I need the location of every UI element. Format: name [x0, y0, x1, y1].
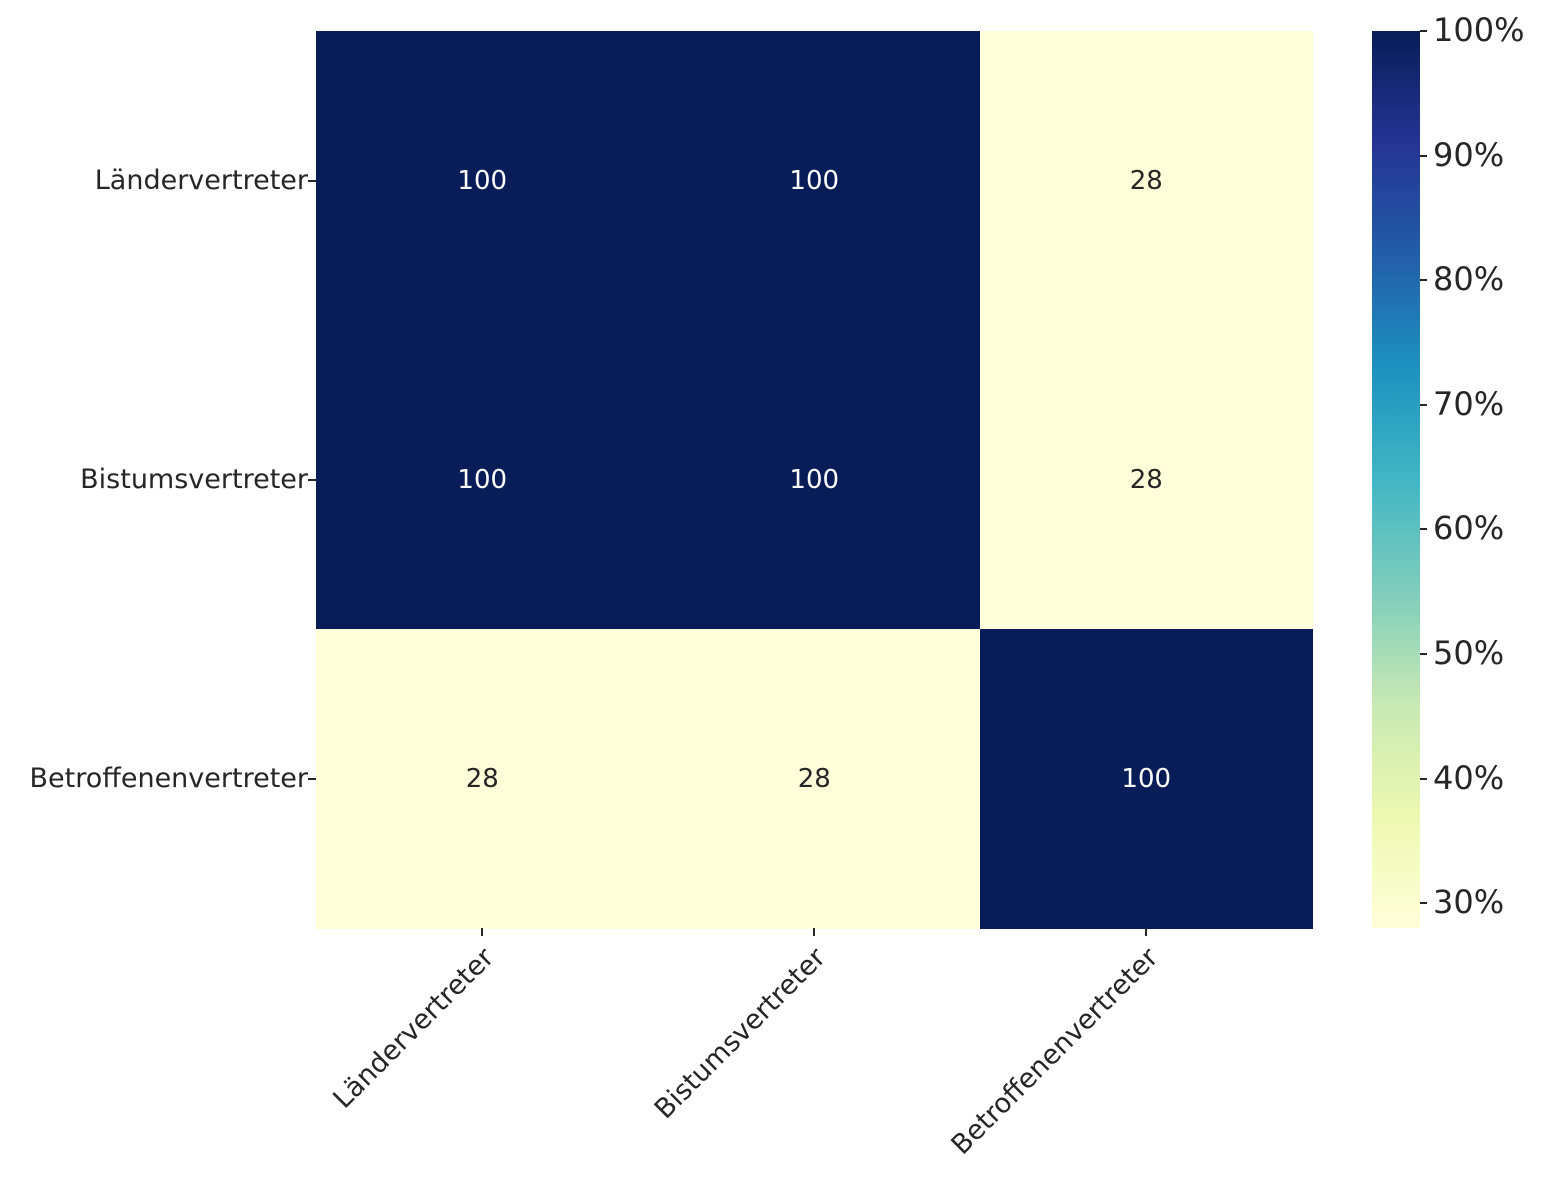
heatmap-cell: 100 [648, 31, 981, 331]
heatmap-cell: 100 [980, 629, 1313, 929]
x-tick-label: Ländervertreter [327, 942, 500, 1115]
y-axis-tick [308, 777, 316, 780]
y-tick-label: Ländervertreter [94, 164, 308, 196]
x-tick-label: Bistumsvertreter [648, 942, 832, 1126]
colorbar-tick-label: 30% [1433, 883, 1505, 922]
cell-value: 100 [457, 165, 508, 196]
cell-value: 100 [789, 165, 840, 196]
colorbar-tick-label: 100% [1433, 11, 1525, 50]
cell-value: 28 [797, 763, 831, 794]
heatmap-cell: 28 [648, 629, 981, 929]
y-tick-label: Bistumsvertreter [80, 463, 308, 495]
colorbar-tick [1420, 777, 1427, 780]
colorbar-tick [1420, 30, 1427, 32]
colorbar-tick-label: 50% [1433, 634, 1505, 673]
heatmap-cell: 100 [316, 31, 649, 331]
colorbar-tick [1420, 403, 1427, 406]
heatmap-cell: 28 [316, 629, 649, 929]
cell-value: 28 [1129, 464, 1163, 495]
cell-value: 28 [465, 763, 499, 794]
x-tick-label: Betroffenenvertreter [945, 942, 1164, 1161]
x-axis-tick [813, 928, 815, 936]
cell-value: 100 [789, 464, 840, 495]
colorbar-tick [1420, 279, 1427, 282]
colorbar-tick [1420, 902, 1427, 905]
colorbar-tick-label: 70% [1433, 384, 1505, 423]
cell-value: 28 [1129, 165, 1163, 196]
heatmap-cell: 100 [316, 330, 649, 630]
cell-value: 100 [457, 464, 508, 495]
cell-value: 100 [1121, 763, 1172, 794]
y-axis-tick [308, 478, 316, 481]
colorbar-tick-label: 80% [1433, 260, 1505, 299]
y-axis-tick [308, 179, 316, 182]
colorbar-tick [1420, 154, 1427, 157]
x-axis-tick [481, 928, 483, 936]
colorbar-tick [1420, 652, 1427, 655]
colorbar [1372, 31, 1420, 928]
colorbar-tick-label: 40% [1433, 758, 1505, 797]
x-axis-tick [1145, 928, 1147, 936]
heatmap-cell: 28 [980, 31, 1313, 331]
y-tick-label: Betroffenenvertreter [29, 762, 309, 794]
colorbar-tick-label: 60% [1433, 509, 1505, 548]
heatmap-cell: 100 [648, 330, 981, 630]
colorbar-tick [1420, 528, 1427, 531]
colorbar-tick-label: 90% [1433, 135, 1505, 174]
heatmap-cell: 28 [980, 330, 1313, 630]
